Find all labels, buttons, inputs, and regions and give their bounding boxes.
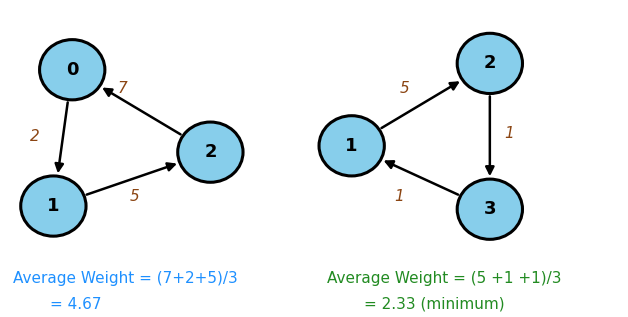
Text: 1: 1 [394, 189, 404, 204]
Text: 5: 5 [400, 81, 410, 96]
Ellipse shape [457, 179, 522, 239]
Ellipse shape [178, 122, 243, 182]
Text: 1: 1 [345, 137, 358, 155]
Text: 5: 5 [130, 189, 140, 204]
Text: = 2.33 (minimum): = 2.33 (minimum) [364, 297, 505, 312]
Text: 7: 7 [117, 81, 127, 96]
Ellipse shape [319, 116, 384, 176]
Text: 3: 3 [484, 200, 496, 218]
Text: 2: 2 [484, 55, 496, 72]
Text: 2: 2 [204, 143, 217, 161]
Text: 1: 1 [504, 126, 514, 141]
Ellipse shape [40, 40, 105, 100]
Text: Average Weight = (7+2+5)/3: Average Weight = (7+2+5)/3 [13, 271, 237, 287]
Ellipse shape [21, 176, 86, 236]
Text: 2: 2 [30, 129, 40, 144]
Text: Average Weight = (5 +1 +1)/3: Average Weight = (5 +1 +1)/3 [327, 271, 561, 287]
Text: 0: 0 [66, 61, 78, 79]
Ellipse shape [457, 33, 522, 94]
Text: = 4.67: = 4.67 [50, 297, 102, 312]
Text: 1: 1 [47, 197, 60, 215]
